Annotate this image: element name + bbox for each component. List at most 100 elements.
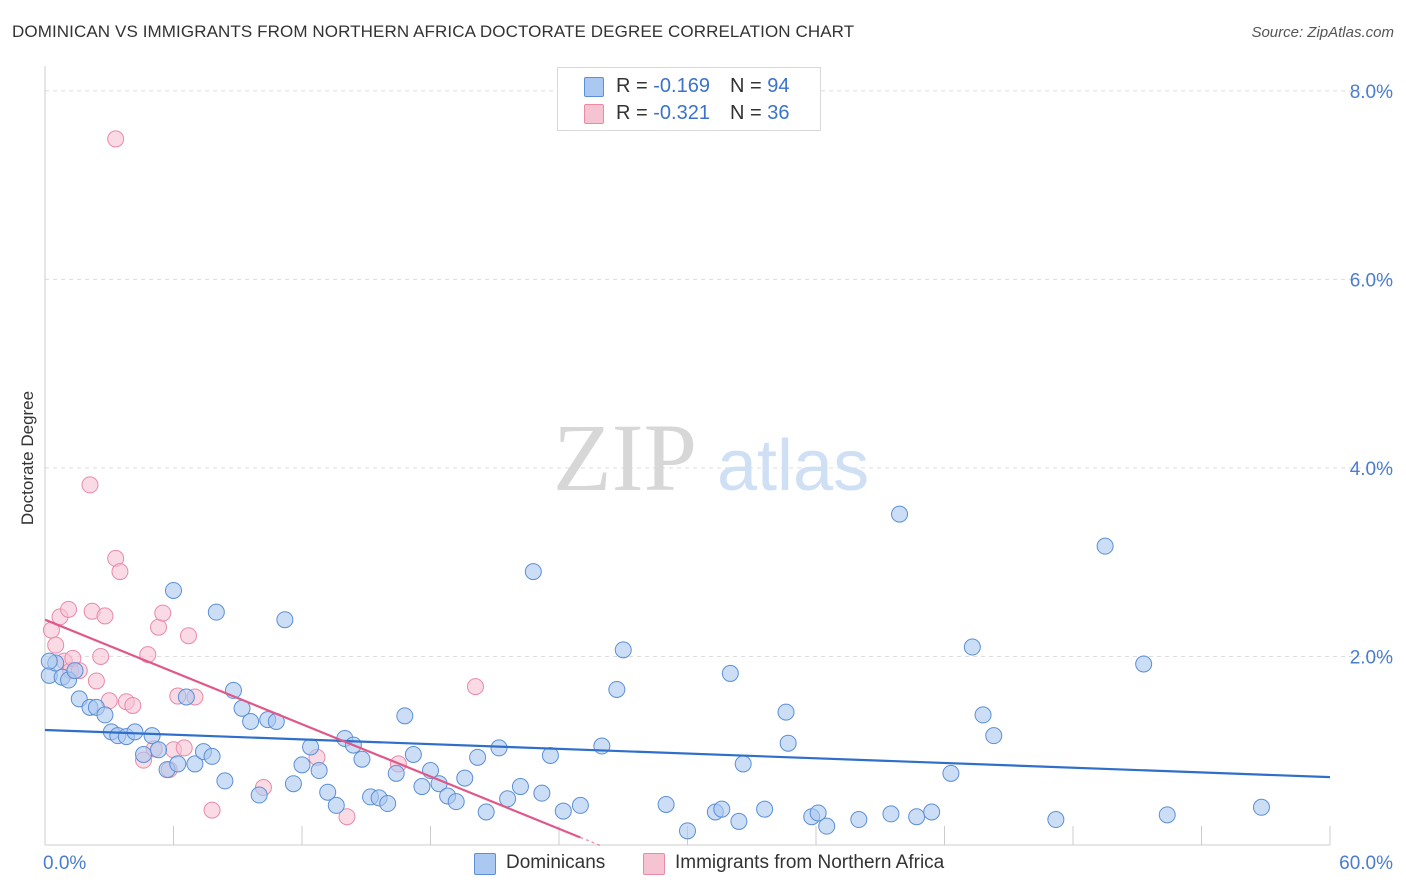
data-point-dominicans [850,811,868,829]
data-point-dominicans [1158,806,1176,824]
data-point-immigrants [175,739,193,757]
data-point-dominicans [135,746,153,764]
legend-label: R = -0.169 N = 94 [616,75,789,98]
y-axis-label: Doctorate Degree [18,391,37,525]
bottom-legend-label: Immigrants from Northern Africa [675,852,945,873]
data-point-dominicans [216,772,234,790]
data-point-dominicans [809,804,827,822]
data-point-dominicans [882,805,900,823]
series-dominicans-points [40,505,1270,840]
data-point-dominicans [396,707,414,725]
data-point-immigrants [466,678,484,696]
data-point-dominicans [353,750,371,768]
data-point-dominicans [387,764,405,782]
data-point-immigrants [150,618,168,636]
data-point-dominicans [203,747,221,765]
data-point-dominicans [713,800,731,818]
data-point-immigrants [124,696,142,714]
data-point-dominicans [614,641,632,659]
data-point-dominicans [891,505,909,523]
data-point-dominicans [679,822,696,840]
data-point-dominicans [721,664,739,682]
y-tick-label: 6.0% [1350,270,1393,291]
data-point-dominicans [657,795,675,813]
data-point-dominicans [150,741,168,759]
data-point-dominicans [608,680,626,698]
legend-r-value: -0.321 [653,102,710,124]
trend-line-immigrants [44,618,581,839]
chart-title: DOMINICAN VS IMMIGRANTS FROM NORTHERN AF… [12,22,855,41]
data-point-dominicans [779,734,797,752]
data-point-dominicans [777,703,795,721]
data-point-dominicans [554,802,572,820]
data-point-dominicans [524,563,542,581]
watermark: ZIP atlas [553,404,869,511]
data-point-dominicans [66,662,84,680]
data-point-dominicans [40,652,58,670]
data-point-dominicans [310,762,328,780]
data-point-immigrants [60,600,78,618]
data-point-dominicans [327,796,345,814]
data-point-immigrants [111,563,129,581]
data-point-immigrants [338,808,356,826]
data-point-dominicans [169,755,187,773]
data-point-dominicans [730,812,748,830]
data-point-dominicans [923,803,941,821]
data-point-dominicans [734,755,752,773]
data-point-dominicans [908,808,926,826]
data-point-dominicans [284,775,302,793]
data-point-immigrants [47,636,65,654]
data-point-dominicans [293,756,311,774]
legend-n-label: N = [729,102,768,124]
data-point-dominicans [250,786,268,804]
data-point-dominicans [974,706,992,724]
bottom-legend-swatch-blue [474,853,496,875]
data-point-dominicans [985,727,1003,745]
data-point-dominicans [276,611,294,629]
y-tick-label: 8.0% [1350,82,1393,103]
data-point-dominicans [541,746,559,764]
data-point-dominicans [1047,811,1065,829]
legend-label: R = -0.321 N = 36 [616,102,789,125]
data-point-dominicans [963,638,981,656]
data-point-dominicans [447,793,465,811]
data-point-immigrants [81,476,99,494]
data-point-dominicans [818,817,836,835]
data-point-dominicans [379,795,397,813]
y-tick-label: 4.0% [1350,459,1393,480]
data-point-dominicans [511,778,529,796]
data-point-immigrants [92,647,110,665]
data-point-dominicans [302,738,320,756]
data-point-dominicans [1096,537,1114,555]
data-point-dominicans [404,746,422,764]
legend-r-label: R = [616,75,654,97]
data-point-dominicans [1135,655,1153,673]
legend-r-label: R = [616,102,654,124]
data-point-immigrants [107,130,125,148]
legend-n-value: 36 [767,102,790,124]
data-point-dominicans [942,764,960,782]
data-point-dominicans [756,800,774,818]
data-point-dominicans [96,706,114,724]
source-label: Source: ZipAtlas.com [1251,24,1394,41]
y-tick-label: 2.0% [1350,647,1393,668]
legend-swatch-blue [584,77,604,97]
data-point-dominicans [126,723,144,741]
legend-swatch-pink [584,104,604,124]
data-point-dominicans [1252,798,1270,816]
data-point-dominicans [456,769,474,787]
data-point-immigrants [203,801,221,819]
x-tick-label: 60.0% [1339,853,1393,874]
data-point-immigrants [154,604,172,622]
legend-n-value: 94 [767,75,790,97]
legend-n-label: N = [729,75,768,97]
trend-lines [44,618,1331,847]
data-point-immigrants [179,627,197,645]
bottom-legend-label: Dominicans [506,852,606,873]
data-point-dominicans [533,784,551,802]
data-point-dominicans [242,713,260,731]
watermark-zip: ZIP [553,404,697,511]
trend-line-dominicans [44,728,1331,779]
data-point-dominicans [186,755,204,773]
